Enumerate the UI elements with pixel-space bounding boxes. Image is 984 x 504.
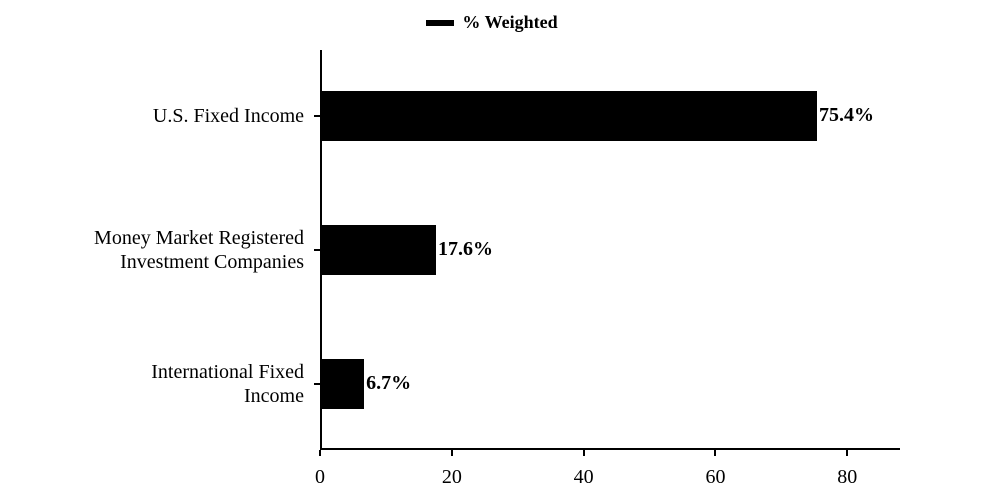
bar [320, 359, 364, 409]
y-category-label: U.S. Fixed Income [14, 104, 304, 128]
chart-container: % Weighted 02040608075.4%U.S. Fixed Inco… [0, 0, 984, 504]
bar-value-label: 17.6% [438, 238, 493, 261]
legend-label: % Weighted [462, 12, 557, 33]
bar-value-label: 75.4% [819, 104, 874, 127]
x-axis-line [320, 448, 900, 450]
bar-value-label: 6.7% [366, 372, 411, 395]
x-tick [714, 450, 716, 456]
x-tick [846, 450, 848, 456]
y-category-label: Money Market RegisteredInvestment Compan… [14, 226, 304, 274]
x-tick-label: 40 [574, 466, 594, 489]
bar [320, 91, 817, 141]
x-tick-label: 20 [442, 466, 462, 489]
legend-swatch [426, 20, 454, 26]
x-tick-label: 80 [837, 466, 857, 489]
y-category-label: International FixedIncome [14, 360, 304, 408]
x-tick [451, 450, 453, 456]
legend-item: % Weighted [426, 12, 557, 33]
x-tick [319, 450, 321, 456]
bar [320, 225, 436, 275]
x-tick [583, 450, 585, 456]
x-tick-label: 60 [705, 466, 725, 489]
legend: % Weighted [0, 12, 984, 33]
plot-area: 02040608075.4%U.S. Fixed Income17.6%Mone… [320, 50, 900, 450]
x-tick-label: 0 [315, 466, 325, 489]
